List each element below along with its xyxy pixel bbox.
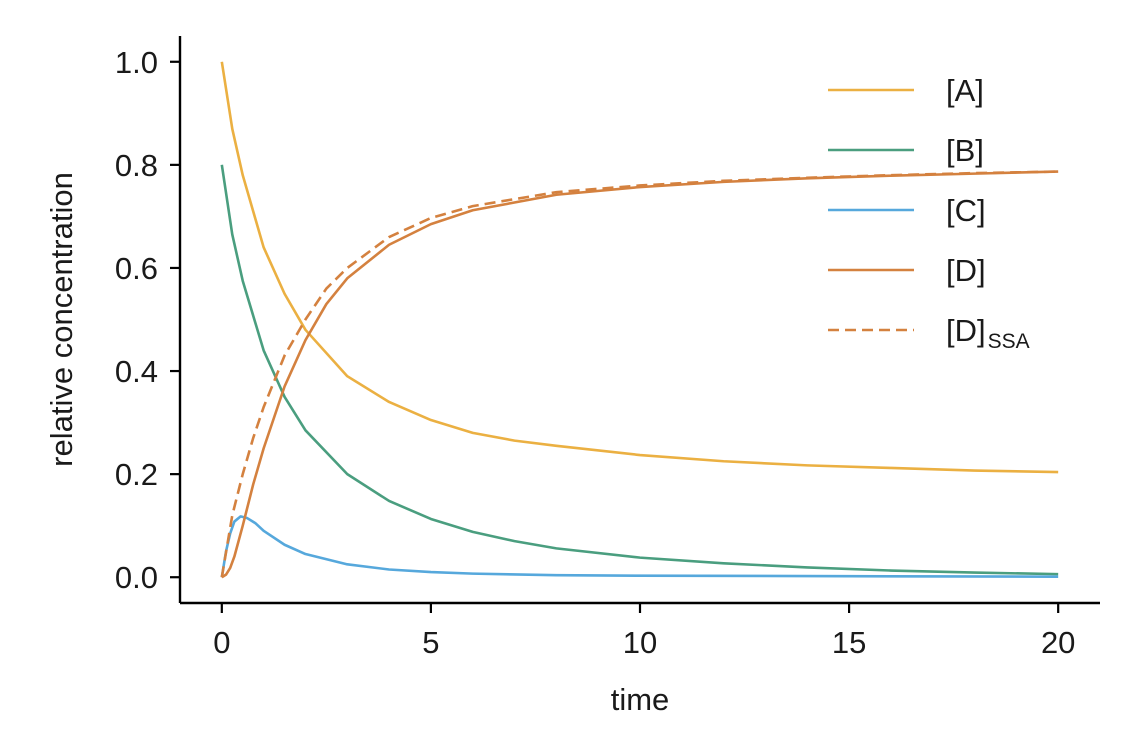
- y-tick-label: 0.6: [115, 251, 158, 286]
- legend-label-d-ssa: [D]SSA: [946, 313, 1030, 353]
- y-tick-label: 1.0: [115, 45, 158, 80]
- x-axis-title: time: [611, 682, 670, 717]
- x-tick-label: 0: [213, 625, 230, 660]
- series-line-c: [220, 515, 1059, 579]
- legend-label-b: [B]: [946, 133, 984, 168]
- x-tick-label: 10: [623, 625, 657, 660]
- legend: [A] [B] [C] [D] [D]SSA: [828, 73, 1030, 353]
- y-tick-label: 0.2: [115, 457, 158, 492]
- legend-label-c: [C]: [946, 193, 986, 228]
- y-tick-label: 0.0: [115, 560, 158, 595]
- x-tick-label: 20: [1041, 625, 1075, 660]
- series-line-b: [220, 164, 1059, 576]
- series-line-d-ssa: [220, 170, 1059, 578]
- x-tick-label: 5: [422, 625, 439, 660]
- axes-layer: 0 5 10 15 20 0.0 0.2 0.4 0.6 0.8 1.0 time relative c…: [44, 36, 1100, 717]
- x-tick-label: 15: [832, 625, 866, 660]
- series-layer: [220, 61, 1059, 579]
- y-axis-title: relative concentration: [44, 172, 79, 467]
- series-line-a: [220, 61, 1059, 474]
- legend-label-d: [D]: [946, 253, 986, 288]
- y-tick-label: 0.4: [115, 354, 158, 389]
- legend-label-a: [A]: [946, 73, 984, 108]
- y-tick-label: 0.8: [115, 148, 158, 183]
